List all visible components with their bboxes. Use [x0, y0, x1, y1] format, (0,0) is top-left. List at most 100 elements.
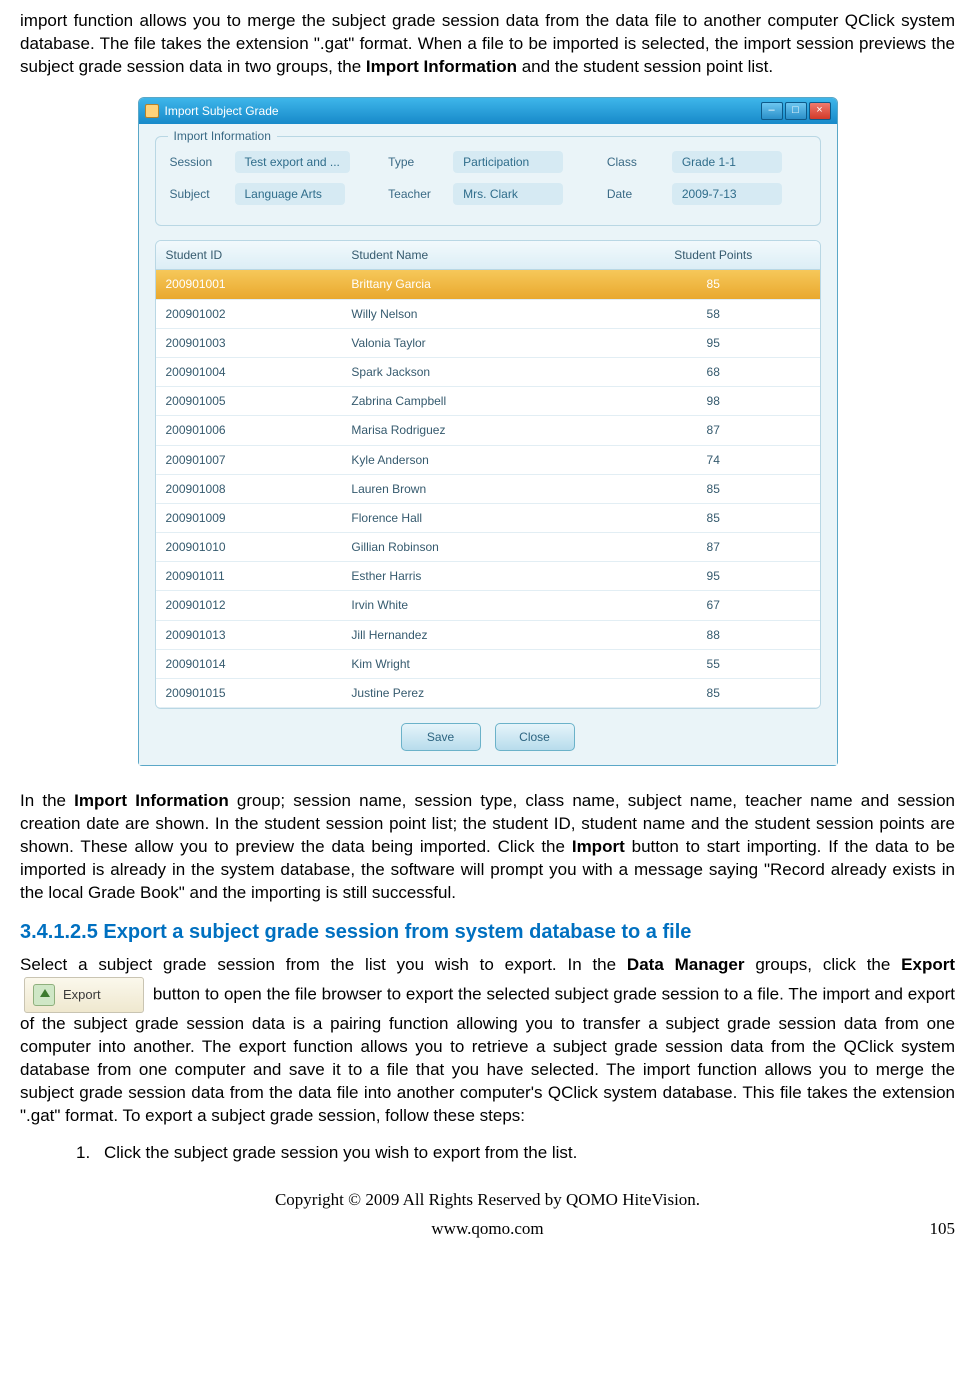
table-row[interactable]: 200901005Zabrina Campbell98	[156, 387, 820, 416]
type-label: Type	[388, 154, 443, 170]
cell-student-points: 74	[607, 446, 819, 474]
cell-student-name: Willy Nelson	[341, 300, 607, 328]
table-body: 200901001Brittany Garcia85200901002Willy…	[156, 270, 820, 708]
step-1: 1. Click the subject grade session you w…	[76, 1142, 955, 1165]
table-row[interactable]: 200901007Kyle Anderson74	[156, 446, 820, 475]
cell-student-id: 200901010	[156, 533, 342, 561]
cell-student-id: 200901003	[156, 329, 342, 357]
cell-student-name: Florence Hall	[341, 504, 607, 532]
close-window-button[interactable]: ×	[809, 102, 831, 120]
table-row[interactable]: 200901010Gillian Robinson87	[156, 533, 820, 562]
cell-student-name: Spark Jackson	[341, 358, 607, 386]
import-information-fieldset: Import Information Session Test export a…	[155, 136, 821, 226]
cell-student-id: 200901004	[156, 358, 342, 386]
cell-student-name: Jill Hernandez	[341, 621, 607, 649]
cell-student-points: 85	[607, 270, 819, 298]
cell-student-id: 200901014	[156, 650, 342, 678]
cell-student-points: 67	[607, 591, 819, 619]
dialog-button-row: Save Close	[155, 723, 821, 751]
screenshot-figure: Import Subject Grade – □ × Import Inform…	[20, 97, 955, 767]
table-row[interactable]: 200901006Marisa Rodriguez87	[156, 416, 820, 445]
table-row[interactable]: 200901003Valonia Taylor95	[156, 329, 820, 358]
table-row[interactable]: 200901014Kim Wright55	[156, 650, 820, 679]
maximize-button[interactable]: □	[785, 102, 807, 120]
cell-student-id: 200901013	[156, 621, 342, 649]
date-label: Date	[607, 186, 662, 202]
site-link[interactable]: www.qomo.com	[431, 1218, 543, 1241]
cell-student-name: Zabrina Campbell	[341, 387, 607, 415]
step-1-text: Click the subject grade session you wish…	[104, 1142, 577, 1165]
cell-student-name: Brittany Garcia	[341, 270, 607, 298]
export-paragraph: Select a subject grade session from the …	[20, 954, 955, 1128]
step-1-number: 1.	[76, 1142, 94, 1165]
table-row[interactable]: 200901009Florence Hall85	[156, 504, 820, 533]
class-field: Grade 1-1	[672, 151, 782, 173]
steps-list: 1. Click the subject grade session you w…	[76, 1142, 955, 1165]
window-app-icon	[145, 104, 159, 118]
cell-student-points: 95	[607, 562, 819, 590]
cell-student-name: Irvin White	[341, 591, 607, 619]
cell-student-id: 200901012	[156, 591, 342, 619]
cell-student-name: Lauren Brown	[341, 475, 607, 503]
table-row[interactable]: 200901012Irvin White67	[156, 591, 820, 620]
cell-student-id: 200901011	[156, 562, 342, 590]
cell-student-name: Gillian Robinson	[341, 533, 607, 561]
cell-student-name: Esther Harris	[341, 562, 607, 590]
copyright-footer: Copyright © 2009 All Rights Reserved by …	[20, 1189, 955, 1212]
para1-bold: Import Information	[366, 57, 517, 76]
table-row[interactable]: 200901001Brittany Garcia85	[156, 270, 820, 299]
para1-post: and the student session point list.	[517, 57, 773, 76]
close-button[interactable]: Close	[495, 723, 575, 751]
cell-student-points: 88	[607, 621, 819, 649]
teacher-field: Mrs. Clark	[453, 183, 563, 205]
table-header-row: Student ID Student Name Student Points	[156, 241, 820, 270]
table-row[interactable]: 200901011Esther Harris95	[156, 562, 820, 591]
save-button[interactable]: Save	[401, 723, 481, 751]
cell-student-id: 200901008	[156, 475, 342, 503]
page-number: 105	[930, 1218, 956, 1241]
class-label: Class	[607, 154, 662, 170]
after-figure-paragraph: In the Import Information group; session…	[20, 790, 955, 905]
table-row[interactable]: 200901013Jill Hernandez88	[156, 621, 820, 650]
cell-student-points: 87	[607, 416, 819, 444]
session-field: Test export and ...	[235, 151, 350, 173]
date-field: 2009-7-13	[672, 183, 782, 205]
fieldset-legend: Import Information	[168, 128, 277, 144]
cell-student-name: Justine Perez	[341, 679, 607, 707]
minimize-button[interactable]: –	[761, 102, 783, 120]
subject-field: Language Arts	[235, 183, 345, 205]
cell-student-points: 58	[607, 300, 819, 328]
session-label: Session	[170, 154, 225, 170]
table-row[interactable]: 200901008Lauren Brown85	[156, 475, 820, 504]
cell-student-id: 200901001	[156, 270, 342, 298]
col-student-id: Student ID	[156, 241, 342, 269]
cell-student-points: 95	[607, 329, 819, 357]
type-field: Participation	[453, 151, 563, 173]
table-row[interactable]: 200901004Spark Jackson68	[156, 358, 820, 387]
export-button[interactable]: Export	[24, 977, 144, 1013]
section-heading: 3.4.1.2.5 Export a subject grade session…	[20, 919, 955, 946]
intro-paragraph: import function allows you to merge the …	[20, 10, 955, 79]
cell-student-id: 200901009	[156, 504, 342, 532]
cell-student-id: 200901006	[156, 416, 342, 444]
cell-student-name: Kim Wright	[341, 650, 607, 678]
cell-student-points: 98	[607, 387, 819, 415]
cell-student-name: Kyle Anderson	[341, 446, 607, 474]
cell-student-name: Marisa Rodriguez	[341, 416, 607, 444]
cell-student-id: 200901005	[156, 387, 342, 415]
cell-student-points: 85	[607, 475, 819, 503]
window-titlebar[interactable]: Import Subject Grade – □ ×	[139, 98, 837, 124]
cell-student-points: 68	[607, 358, 819, 386]
cell-student-points: 55	[607, 650, 819, 678]
teacher-label: Teacher	[388, 186, 443, 202]
subject-label: Subject	[170, 186, 225, 202]
table-row[interactable]: 200901015Justine Perez85	[156, 679, 820, 708]
col-student-name: Student Name	[341, 241, 607, 269]
cell-student-points: 85	[607, 679, 819, 707]
export-icon	[33, 984, 55, 1006]
student-points-table: Student ID Student Name Student Points 2…	[155, 240, 821, 709]
cell-student-id: 200901007	[156, 446, 342, 474]
table-row[interactable]: 200901002Willy Nelson58	[156, 300, 820, 329]
col-student-points: Student Points	[607, 241, 819, 269]
import-subject-grade-window: Import Subject Grade – □ × Import Inform…	[138, 97, 838, 767]
